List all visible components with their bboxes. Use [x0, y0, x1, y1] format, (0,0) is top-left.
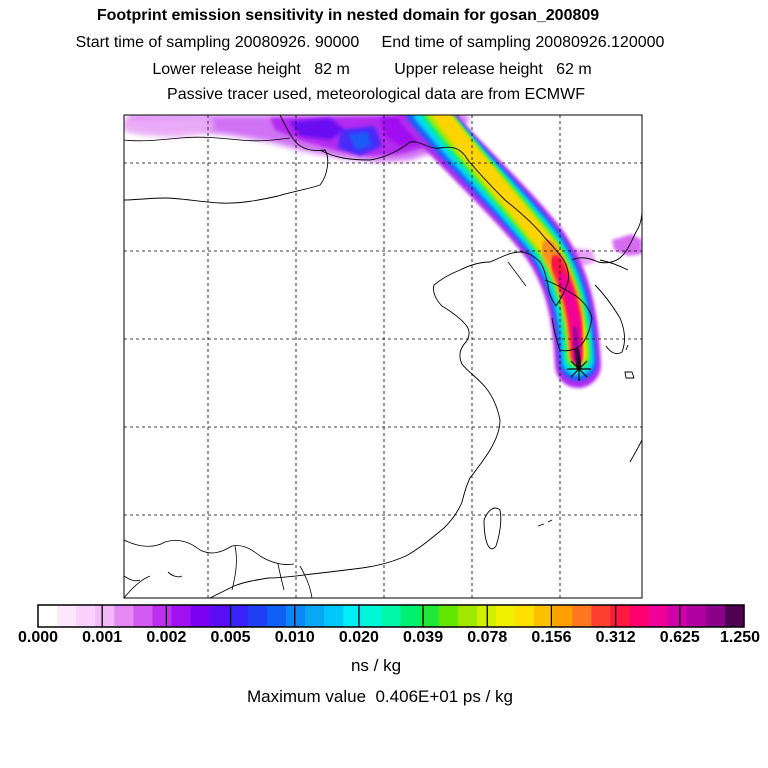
- colorbar-tick-label: 0.001: [82, 629, 123, 646]
- release-height-line: Lower release height 82 m Upper release …: [152, 61, 592, 78]
- lat-lon-gridlines: [124, 115, 642, 598]
- colorbar-swatch: [133, 605, 154, 627]
- colorbar-tick-label: 0.039: [403, 629, 444, 646]
- colorbar-border: [37, 604, 745, 628]
- colorbar-swatch: [266, 605, 287, 627]
- colorbar-swatch: [305, 605, 325, 627]
- sampling-time-line: Start time of sampling 20080926. 90000 E…: [75, 34, 665, 51]
- colorbar-swatch: [247, 605, 268, 627]
- colorbar-swatch: [419, 605, 440, 627]
- colorbar-tick-label: 0.010: [274, 629, 315, 646]
- colorbar-swatch: [228, 605, 249, 627]
- colorbar-swatch: [400, 605, 421, 627]
- colorbar-tick-label: 0.625: [659, 629, 700, 646]
- colorbar-swatch: [667, 605, 688, 627]
- colorbar-swatch: [152, 605, 173, 627]
- colorbar-tick-label: 0.005: [210, 629, 251, 646]
- colorbar-swatch: [591, 605, 612, 627]
- map-frame: [123, 114, 643, 599]
- colorbar-tick-label: 0.020: [338, 629, 379, 646]
- colorbar-swatch: [362, 605, 383, 627]
- colorbar-swatch: [705, 605, 726, 627]
- colorbar-tick-label: 0.000: [17, 629, 59, 646]
- map-plot-area: [124, 115, 642, 598]
- colorbar-swatch: [610, 605, 631, 627]
- colorbar-tick-label: 1.250: [719, 629, 761, 646]
- colorbar-unit: ns / kg: [350, 656, 402, 675]
- colorbar-swatch: [629, 605, 650, 627]
- colorbar: [37, 604, 745, 628]
- colorbar-tick-label: 0.078: [467, 629, 508, 646]
- colorbar-swatch: [38, 605, 58, 627]
- colorbar-swatch: [95, 605, 115, 627]
- colorbar-swatch: [114, 605, 135, 627]
- colorbar-tick-label: 0.002: [146, 629, 187, 646]
- receptor-star-marker: [567, 357, 591, 381]
- tracer-info-line: Passive tracer used, meteorological data…: [167, 86, 585, 103]
- colorbar-swatch: [495, 605, 516, 627]
- colorbar-swatch: [724, 605, 745, 627]
- colorbar-swatch: [324, 605, 344, 627]
- colorbar-swatch: [438, 605, 459, 627]
- colorbar-swatch: [209, 605, 230, 627]
- footprint-plume: [124, 115, 642, 388]
- colorbar-tick-label: 0.312: [595, 629, 636, 646]
- colorbar-swatch: [76, 605, 96, 627]
- colorbar-tick-label: 0.156: [531, 629, 572, 646]
- colorbar-swatch: [457, 605, 478, 627]
- colorbar-swatch: [648, 605, 669, 627]
- colorbar-swatch: [171, 605, 192, 627]
- colorbar-swatch: [190, 605, 211, 627]
- maximum-value-text: Maximum value 0.406E+01 ps / kg: [247, 687, 513, 706]
- colorbar-swatch: [686, 605, 707, 627]
- colorbar-swatch: [381, 605, 402, 627]
- colorbar-swatch: [343, 605, 363, 627]
- map-title: Footprint emission sensitivity in nested…: [96, 7, 600, 24]
- country-borders: [124, 136, 527, 598]
- colorbar-swatch: [572, 605, 592, 627]
- coastlines: [124, 115, 642, 598]
- colorbar-swatch: [57, 605, 77, 627]
- colorbar-swatch: [534, 605, 554, 627]
- colorbar-swatch: [286, 605, 306, 627]
- colorbar-swatch: [553, 605, 573, 627]
- colorbar-swatch: [515, 605, 535, 627]
